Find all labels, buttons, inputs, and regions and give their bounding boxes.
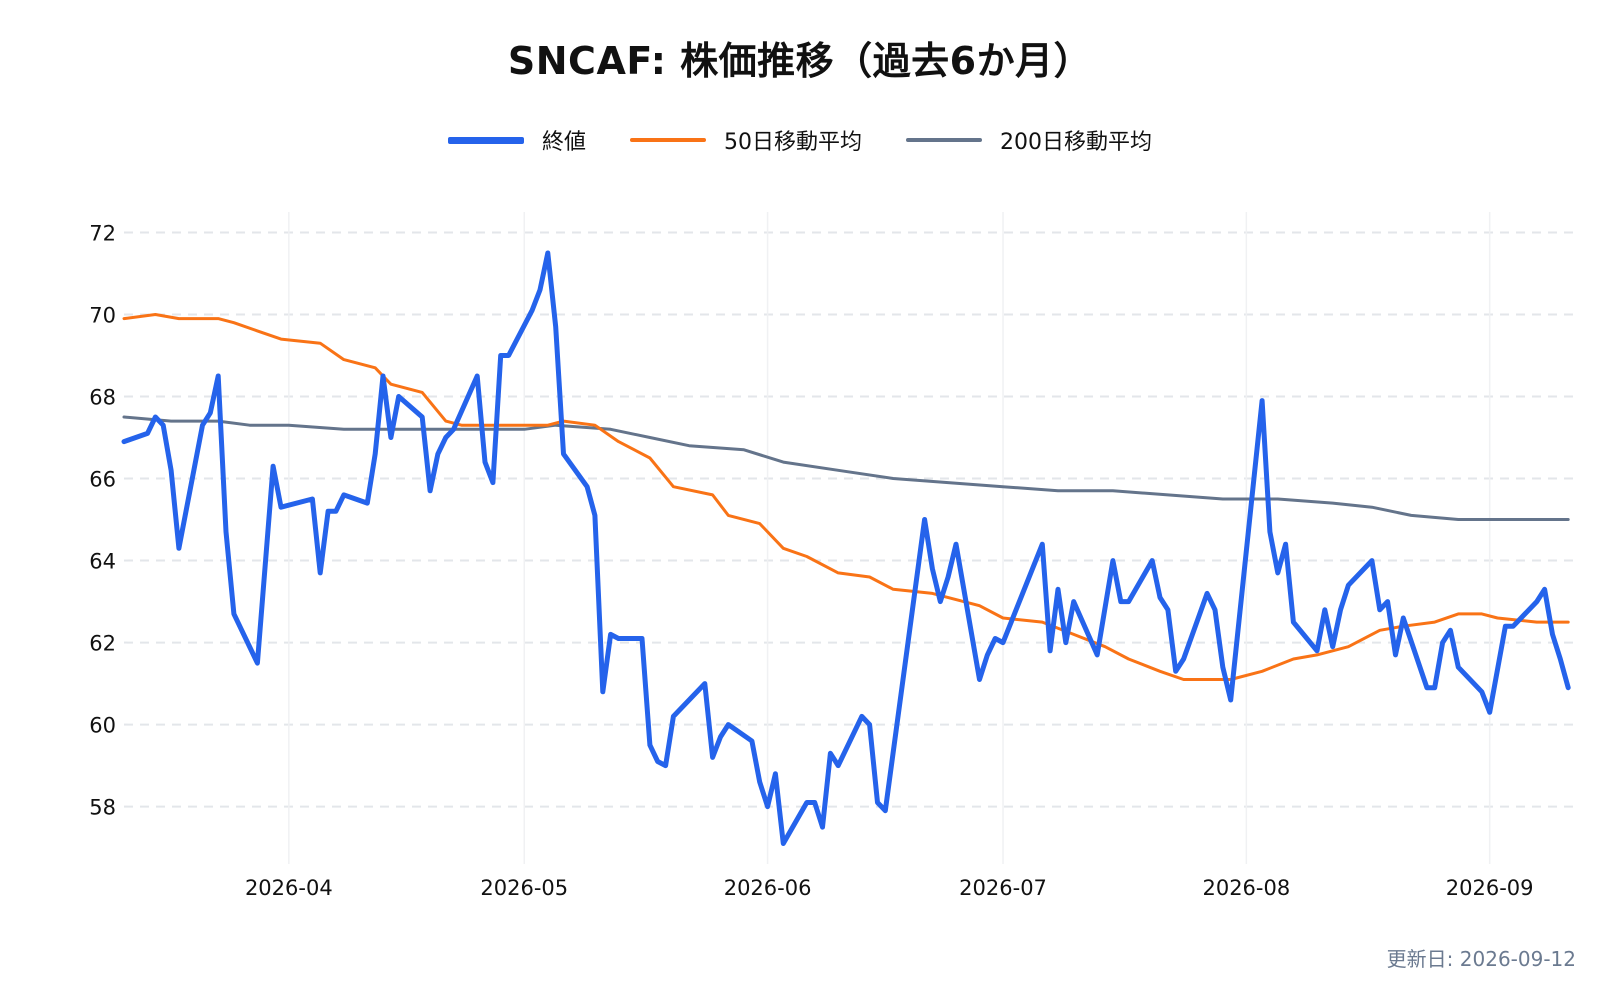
updated-date: 更新日: 2026-09-12 — [1386, 947, 1576, 971]
y-tick-label: 72 — [89, 222, 116, 246]
x-tick-label: 2026-06 — [724, 876, 812, 900]
legend-swatch-close — [447, 136, 524, 144]
x-tick-label: 2026-08 — [1202, 876, 1290, 900]
legend-swatch-ma200 — [906, 138, 982, 142]
y-tick-label: 62 — [89, 632, 116, 656]
legend-item-ma50[interactable]: 50日移動平均 — [630, 124, 862, 156]
ma200-series-line — [122, 415, 1570, 521]
ma50-series-line — [122, 313, 1570, 681]
x-tick-label: 2026-04 — [245, 876, 333, 900]
legend-label-ma200: 200日移動平均 — [1000, 130, 1152, 155]
legend-label-close: 終値 — [541, 130, 586, 155]
y-tick-label: 58 — [89, 796, 116, 820]
legend-item-close[interactable]: 終値 — [447, 124, 586, 156]
x-tick-label: 2026-09 — [1446, 876, 1534, 900]
legend-label-ma50: 50日移動平均 — [724, 130, 862, 155]
x-axis: 2026-04 2026-05 2026-06 2026-07 2026-08 2026-… — [245, 876, 1534, 900]
close-series-line — [121, 250, 1571, 846]
y-tick-label: 64 — [89, 550, 116, 574]
legend-swatch-ma50 — [630, 138, 706, 142]
chart-title: SNCAF: 株価推移（過去6か月） — [507, 39, 1093, 83]
y-tick-label: 70 — [89, 304, 116, 328]
legend-item-ma200[interactable]: 200日移動平均 — [906, 124, 1152, 156]
x-tick-label: 2026-07 — [959, 876, 1047, 900]
grid — [124, 212, 1576, 864]
series-layer — [121, 250, 1571, 846]
x-tick-label: 2026-05 — [480, 876, 568, 900]
legend: 終値 50日移動平均 200日移動平均 — [0, 124, 1600, 156]
y-tick-label: 66 — [89, 468, 116, 492]
y-tick-label: 60 — [89, 714, 116, 738]
y-tick-label: 68 — [89, 386, 116, 410]
y-axis: 58 60 62 64 66 68 70 72 — [89, 222, 116, 820]
